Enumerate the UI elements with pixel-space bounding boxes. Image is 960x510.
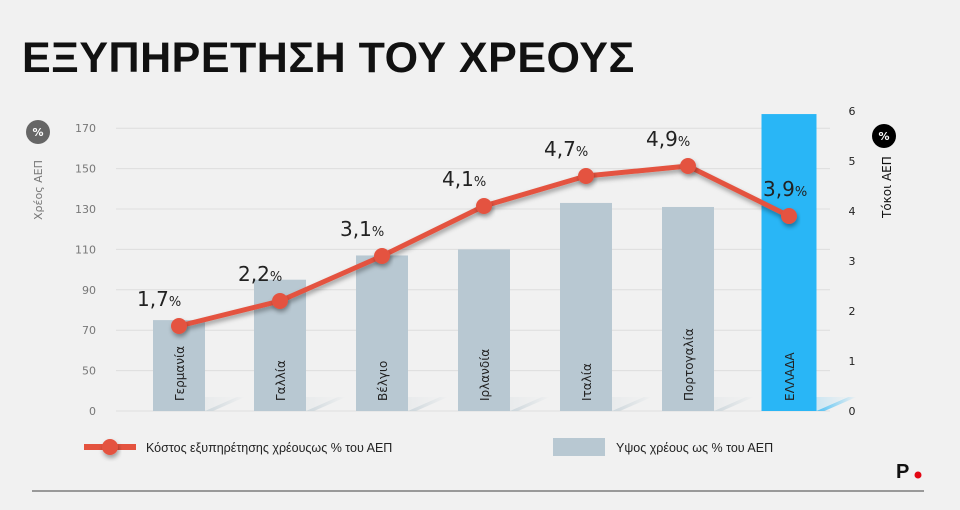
line-point <box>578 168 594 184</box>
data-label: 1,7% <box>137 287 181 311</box>
data-label-value: 2,2 <box>238 262 270 286</box>
bar-5 <box>662 206 714 411</box>
category-label: Ιρλανδία <box>478 349 492 401</box>
bar-4 <box>560 202 612 411</box>
left-tick-label: 70 <box>82 324 96 337</box>
data-label-value: 3,1 <box>340 217 372 241</box>
legend-bar-label: Υψος χρέους ως % του ΑΕΠ <box>616 441 773 455</box>
line-point <box>476 198 492 214</box>
bar-shadow <box>408 397 448 411</box>
right-tick-label: 1 <box>849 355 856 368</box>
data-label-unit: % <box>270 270 282 285</box>
percent-badge-right-text: % <box>878 130 889 143</box>
category-label: Βέλγιο <box>376 361 390 401</box>
bar-shadow <box>714 397 754 411</box>
right-tick-label: 6 <box>849 105 856 118</box>
percent-badge-left <box>26 120 50 144</box>
right-tick-label: 0 <box>849 405 856 418</box>
left-tick-label: 150 <box>75 163 96 176</box>
category-label: Ιταλία <box>580 363 594 401</box>
bar-shadow <box>816 397 857 411</box>
bar-6 <box>761 114 817 411</box>
line-point <box>374 248 390 264</box>
bar-shadow <box>306 397 346 411</box>
data-label: 4,1% <box>442 167 486 191</box>
data-label-unit: % <box>678 135 690 150</box>
data-label-value: 1,7 <box>137 287 169 311</box>
category-label: Γερμανία <box>173 346 187 401</box>
category-label: ΕΛΛΑΔΑ <box>783 352 797 401</box>
logo-dot <box>914 471 922 479</box>
data-label: 3,9% <box>763 177 807 201</box>
data-label-value: 4,7 <box>544 137 576 161</box>
category-label: Πορτογαλία <box>682 328 696 401</box>
data-label-unit: % <box>576 145 588 160</box>
left-tick-label: 90 <box>82 284 96 297</box>
line-point <box>272 293 288 309</box>
right-axis-label: Τόκοι ΑΕΠ <box>880 156 894 219</box>
data-label-value: 4,9 <box>646 127 678 151</box>
bar-shadow <box>510 397 550 411</box>
data-label: 2,2% <box>238 262 282 286</box>
data-label: 3,1% <box>340 217 384 241</box>
bar-2 <box>356 255 408 411</box>
left-axis-label: Χρέος ΑΕΠ <box>32 160 45 220</box>
right-tick-label: 2 <box>849 305 856 318</box>
right-tick-label: 5 <box>849 155 856 168</box>
data-label-unit: % <box>474 175 486 190</box>
bar-0 <box>153 320 205 411</box>
data-label-unit: % <box>795 185 807 200</box>
legend-line-marker <box>102 439 118 455</box>
left-tick-label: 0 <box>89 405 96 418</box>
bar-3 <box>458 249 510 411</box>
percent-badge-right <box>872 124 896 148</box>
page-title: ΕΞΥΠΗΡΕΤΗΣΗ ΤΟΥ ΧΡΕΟΥΣ <box>22 34 635 82</box>
left-tick-label: 50 <box>82 365 96 378</box>
percent-badge-left-text: % <box>32 126 43 139</box>
bar-shadow <box>612 397 652 411</box>
left-tick-label: 170 <box>75 122 96 135</box>
data-label-value: 4,1 <box>442 167 474 191</box>
bar-shadow <box>205 397 245 411</box>
legend-line-label: Κόστος εξυπηρέτησης χρέουςως % του ΑΕΠ <box>146 441 392 455</box>
left-tick-label: 110 <box>75 243 96 256</box>
line-point <box>680 158 696 174</box>
category-label: Γαλλία <box>274 360 288 401</box>
right-tick-label: 3 <box>849 255 856 268</box>
right-tick-label: 4 <box>849 205 856 218</box>
data-label-unit: % <box>169 295 181 310</box>
data-label-unit: % <box>372 225 384 240</box>
logo: P <box>896 461 909 483</box>
left-tick-label: 130 <box>75 203 96 216</box>
line-point <box>171 318 187 334</box>
data-label: 4,9% <box>646 127 690 151</box>
data-label-value: 3,9 <box>763 177 795 201</box>
line-point <box>781 208 797 224</box>
legend-bar-swatch <box>553 438 605 456</box>
data-label: 4,7% <box>544 137 588 161</box>
